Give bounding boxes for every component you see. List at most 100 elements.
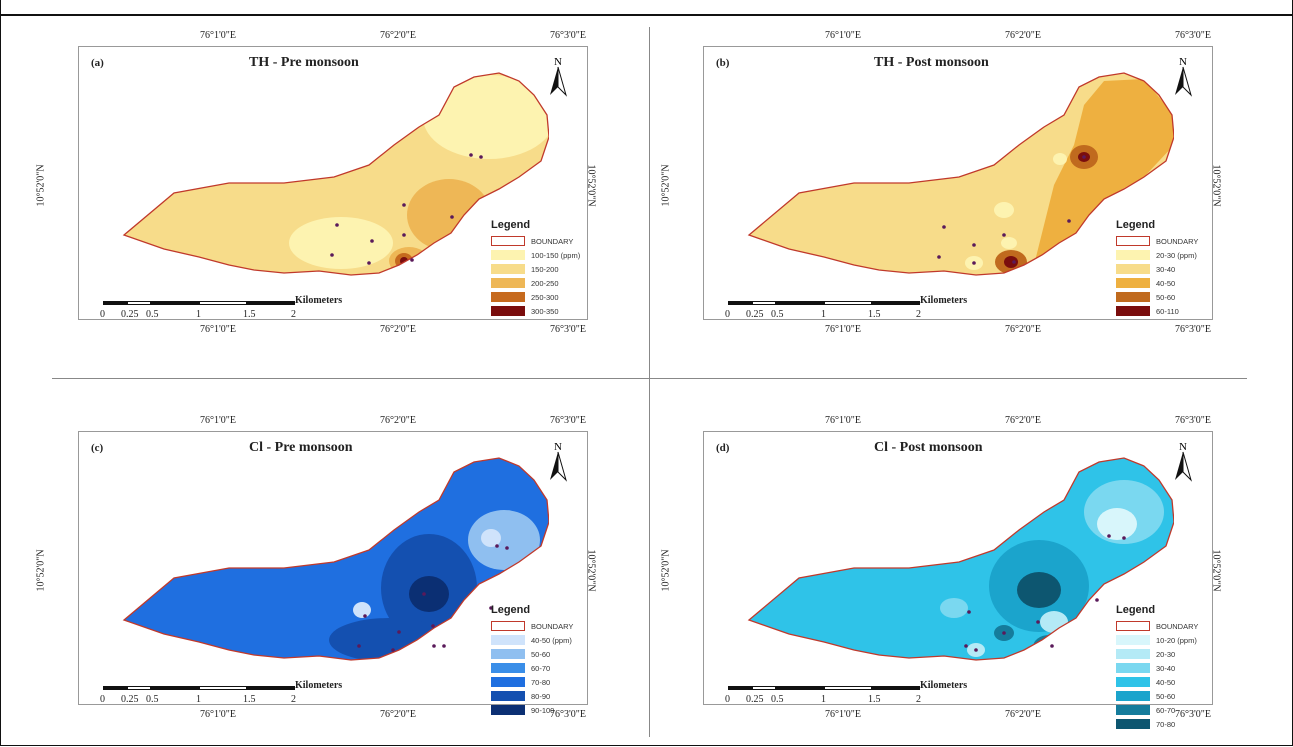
scale-tick-label: 1 — [196, 309, 201, 320]
legend-swatch — [1116, 264, 1150, 274]
sampling-well-point — [397, 630, 401, 634]
scale-unit-label: Kilometers — [920, 295, 968, 306]
sampling-well-point — [370, 239, 374, 243]
legend-swatch — [491, 306, 525, 316]
scale-tick-label: 1.5 — [243, 309, 256, 320]
legend-label: 40-50 — [1156, 677, 1176, 687]
sampling-well-point — [402, 203, 406, 207]
map-title: Cl - Post monsoon — [874, 440, 983, 455]
sampling-well-point — [1012, 260, 1016, 264]
sampling-well-point — [402, 233, 406, 237]
sampling-well-point — [469, 153, 473, 157]
scale-segment — [752, 301, 776, 305]
legend-swatch — [491, 691, 525, 701]
concentration-zone — [289, 217, 393, 269]
map-frame: (b) TH - Post monsoon N Legend BOUNDARY 20-30… — [703, 46, 1213, 320]
longitude-label-top: 76°3'0"E — [550, 415, 586, 426]
concentration-zone — [940, 598, 968, 618]
legend-swatch — [491, 705, 525, 715]
sampling-well-point — [330, 253, 334, 257]
legend-row: 10-20 (ppm) — [1116, 633, 1198, 647]
legend-row: 70-80 — [491, 675, 573, 689]
legend: Legend BOUNDARY 20-30 (ppm) 30-40 40-50 50-60… — [1116, 219, 1198, 318]
scale-tick-label: 0.25 — [746, 309, 764, 320]
longitude-label-bottom: 76°2'0"E — [1005, 324, 1041, 335]
panel-label: (d) — [716, 442, 730, 454]
legend-row: 40-50 (ppm) — [491, 633, 573, 647]
sampling-well-point — [1002, 233, 1006, 237]
longitude-label-top: 76°1'0"E — [200, 415, 236, 426]
longitude-label-bottom: 76°3'0"E — [1175, 709, 1211, 720]
legend-label: 100-150 (ppm) — [531, 250, 581, 260]
scale-segment — [127, 301, 151, 305]
sampling-well-point — [972, 243, 976, 247]
legend-label: BOUNDARY — [531, 621, 574, 631]
legend-label: 50-60 — [1156, 691, 1176, 701]
sampling-well-point — [942, 225, 946, 229]
sampling-well-point — [432, 644, 436, 648]
scale-segment — [872, 301, 920, 305]
scale-segment — [151, 301, 199, 305]
sampling-well-point — [495, 544, 499, 548]
legend-label: 60-110 — [1156, 306, 1179, 316]
legend-row: 300-350 — [491, 304, 580, 318]
latitude-label-left: 10°52'0"N — [35, 549, 47, 592]
legend-swatch — [491, 663, 525, 673]
scale-tick-label: 0.25 — [746, 694, 764, 705]
scale-bar: 0 0.25 0.5 1 1.5 2 Kilometers — [100, 680, 342, 708]
legend-row: 70-80 — [1116, 717, 1198, 731]
legend-label: 40-50 — [1156, 278, 1176, 288]
legend-row: 60-70 — [491, 661, 573, 675]
scale-tick-label: 0.5 — [771, 694, 784, 705]
legend: Legend BOUNDARY 100-150 (ppm) 150-200 200-25… — [491, 219, 580, 318]
scale-tick-label: 1.5 — [868, 694, 881, 705]
legend-swatch-boundary — [491, 621, 525, 631]
legend-title: Legend — [491, 219, 531, 231]
study-area-boundary — [747, 457, 1174, 661]
longitude-label-top: 76°2'0"E — [380, 415, 416, 426]
scale-tick-label: 0 — [725, 309, 730, 320]
sampling-well-point — [450, 215, 454, 219]
scale-segment — [824, 686, 872, 690]
concentration-zone — [423, 75, 549, 159]
scale-bar: 0 0.25 0.5 1 1.5 2 Kilometers — [100, 295, 342, 323]
scale-tick-label: 1.5 — [243, 694, 256, 705]
legend-row-boundary: BOUNDARY — [1116, 619, 1198, 633]
latitude-label-left: 10°52'0"N — [660, 549, 672, 592]
longitude-label-top: 76°1'0"E — [200, 30, 236, 41]
sampling-well-point — [1122, 536, 1126, 540]
sampling-well-point — [431, 624, 435, 628]
legend-label: 90-100 — [531, 705, 555, 715]
legend-swatch — [1116, 677, 1150, 687]
concentration-zone — [1034, 79, 1174, 265]
scale-segment — [872, 686, 920, 690]
north-arrow-icon: N — [547, 55, 569, 99]
longitude-label-bottom: 76°2'0"E — [380, 324, 416, 335]
legend-row: 60-110 — [1116, 304, 1198, 318]
scale-bar: 0 0.25 0.5 1 1.5 2 Kilometers — [725, 680, 967, 708]
sampling-well-point — [422, 592, 426, 596]
legend-row: 50-60 — [1116, 689, 1198, 703]
legend-swatch — [1116, 278, 1150, 288]
map-title: Cl - Pre monsoon — [249, 440, 353, 455]
panel-label: (b) — [716, 57, 730, 69]
longitude-label-bottom: 76°1'0"E — [825, 709, 861, 720]
scale-bar: 0 0.25 0.5 1 1.5 2 Kilometers — [725, 295, 967, 323]
scale-tick-label: 1.5 — [868, 309, 881, 320]
scale-segment — [127, 686, 151, 690]
legend-label: 10-20 (ppm) — [1156, 635, 1197, 645]
sampling-well-point — [335, 223, 339, 227]
north-arrow-icon: N — [547, 440, 569, 484]
longitude-label-top: 76°3'0"E — [550, 30, 586, 41]
scale-unit-label: Kilometers — [295, 680, 343, 691]
concentration-zone — [1053, 153, 1067, 165]
legend: Legend BOUNDARY 10-20 (ppm) 20-30 30-40 40-50… — [1116, 604, 1198, 731]
scale-tick-label: 1 — [196, 694, 201, 705]
sampling-well-point — [1095, 598, 1099, 602]
legend-label: 40-50 (ppm) — [531, 635, 572, 645]
sampling-well-point — [363, 614, 367, 618]
scale-tick-label: 0 — [725, 694, 730, 705]
legend-label: 30-40 — [1156, 663, 1176, 673]
sampling-well-point — [1107, 534, 1111, 538]
legend-label: 20-30 (ppm) — [1156, 250, 1197, 260]
